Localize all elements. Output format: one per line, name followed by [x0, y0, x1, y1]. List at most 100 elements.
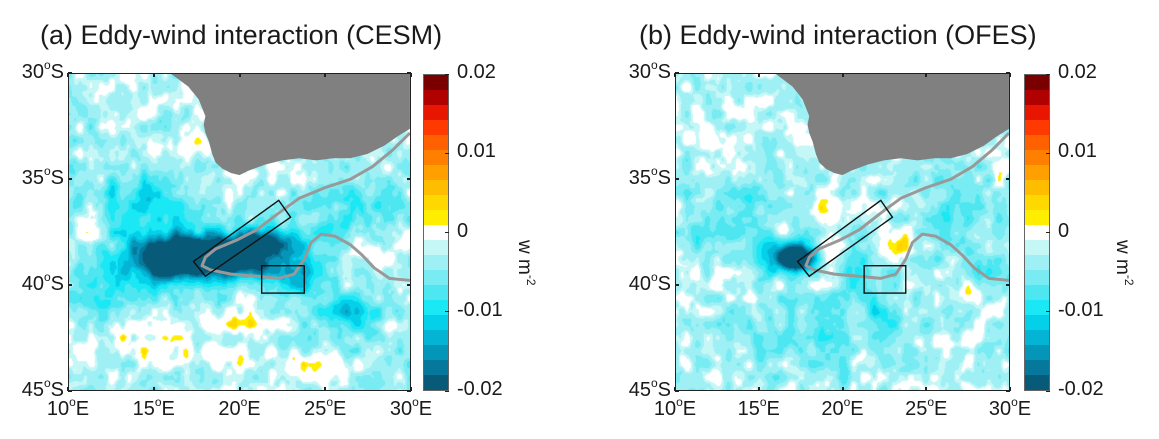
- colorbar-level: [424, 225, 448, 240]
- colorbar-tick-label: -0.02: [1058, 378, 1104, 400]
- region-box: [863, 265, 907, 294]
- current-path-contour: [200, 131, 410, 282]
- colorbar-level: [1025, 120, 1049, 135]
- x-tick-mark: [674, 387, 676, 391]
- colorbar-level: [1025, 105, 1049, 120]
- map-overlay: [775, 74, 1009, 294]
- colorbar-unit-label: w m-2: [514, 240, 538, 286]
- x-tick-label: 15oE: [737, 395, 780, 420]
- colorbar-level: [1025, 255, 1049, 270]
- colorbar-tick-label: 0.01: [457, 140, 496, 163]
- colorbar-level: [1025, 375, 1049, 390]
- colorbar-level: [424, 210, 448, 225]
- panel-title: (b) Eddy-wind interaction (OFES): [639, 20, 1037, 50]
- map-overlay: [171, 74, 410, 294]
- colorbar-level: [424, 315, 448, 330]
- colorbar-tick-mark: [1046, 73, 1050, 75]
- colorbar-level: [424, 105, 448, 120]
- colorbar-level: [1025, 315, 1049, 330]
- colorbar-level: [1025, 75, 1049, 90]
- x-tick-mark: [324, 73, 327, 77]
- colorbar-level: [1025, 360, 1049, 375]
- x-tick-mark: [925, 73, 928, 77]
- colorbar-level: [424, 285, 448, 300]
- colorbar-level: [424, 255, 448, 270]
- colorbar-level: [424, 270, 448, 285]
- colorbar-tick-label: -0.01: [1058, 298, 1104, 321]
- colorbar-level: [1025, 270, 1049, 285]
- colorbar-level: [424, 300, 448, 315]
- colorbar-level: [424, 195, 448, 210]
- colorbar-tick-label: 0.02: [457, 61, 496, 83]
- colorbar-tick-label: -0.02: [457, 378, 503, 400]
- y-tick-label: 45oS: [21, 376, 64, 401]
- colorbar-tick-mark: [445, 232, 449, 233]
- x-tick-label: 25oE: [304, 395, 347, 420]
- y-tick-mark: [675, 390, 679, 392]
- x-tick-mark: [1009, 387, 1011, 391]
- colorbar-level: [1025, 345, 1049, 360]
- colorbar-tick-mark: [1046, 232, 1050, 233]
- x-tick-mark: [757, 387, 760, 391]
- map-plot: [68, 73, 411, 391]
- x-tick-mark: [324, 387, 327, 391]
- y-tick-label: 35oS: [628, 164, 671, 189]
- colorbar-tick-mark: [1046, 390, 1050, 392]
- x-tick-mark: [152, 73, 155, 77]
- x-tick-mark: [841, 387, 844, 391]
- y-tick-mark: [407, 284, 411, 286]
- colorbar-level: [1025, 135, 1049, 150]
- x-tick-label: 15oE: [132, 395, 175, 420]
- colorbar-level: [424, 75, 448, 90]
- colorbar-level: [424, 345, 448, 360]
- y-tick-mark: [407, 390, 411, 392]
- panel-a: (a) Eddy-wind interaction (CESM) 30oS 35o…: [21, 20, 538, 420]
- colorbar-tick-mark: [445, 152, 449, 154]
- colorbar-level: [424, 90, 448, 105]
- x-tick-mark: [410, 73, 412, 77]
- colorbar-level: [424, 165, 448, 180]
- rotated-region-box: [192, 199, 292, 278]
- colorbar-tick-label: 0.01: [1058, 140, 1097, 163]
- colorbar-level: [1025, 165, 1049, 180]
- x-tick-mark: [1009, 73, 1011, 77]
- x-tick-mark: [410, 387, 412, 391]
- x-tick-mark: [152, 387, 155, 391]
- colorbar-level: [424, 330, 448, 345]
- colorbar-level: [1025, 150, 1049, 165]
- y-tick-mark: [675, 284, 679, 286]
- x-tick-label: 20oE: [218, 395, 261, 420]
- colorbar-level: [1025, 180, 1049, 195]
- colorbar-level: [424, 360, 448, 375]
- y-tick-mark: [675, 178, 679, 180]
- x-tick-mark: [238, 387, 241, 391]
- y-tick-mark: [68, 284, 72, 286]
- colorbar-tick-mark: [445, 390, 449, 392]
- colorbar-level: [1025, 300, 1049, 315]
- colorbar-level: [424, 120, 448, 135]
- y-tick-mark: [68, 72, 72, 74]
- colorbar-tick-mark: [445, 311, 449, 313]
- y-tick-label: 45oS: [628, 376, 671, 401]
- colorbar-level: [1025, 90, 1049, 105]
- x-tick-mark: [757, 73, 760, 77]
- x-tick-label: 10oE: [653, 395, 697, 420]
- land-mask: [775, 74, 1009, 176]
- x-tick-label: 30oE: [988, 395, 1032, 420]
- colorbar-level: [424, 375, 448, 390]
- x-tick-mark: [67, 387, 69, 391]
- colorbar-tick-label: 0: [457, 219, 469, 242]
- colorbar-level: [424, 150, 448, 165]
- colorbar-level: [1025, 210, 1049, 225]
- map-plot: [675, 73, 1010, 391]
- x-tick-mark: [841, 73, 844, 77]
- y-tick-mark: [407, 72, 411, 74]
- colorbar-tick-mark: [1046, 152, 1050, 154]
- x-tick-mark: [925, 387, 928, 391]
- panel-b: (b) Eddy-wind interaction (OFES) 30oS 35o…: [580, 0, 1159, 439]
- x-tick-label: 30oE: [389, 395, 433, 420]
- land-mask: [171, 74, 410, 176]
- colorbar-tick-mark: [445, 73, 449, 75]
- y-tick-mark: [407, 178, 411, 180]
- colorbar-level: [1025, 195, 1049, 210]
